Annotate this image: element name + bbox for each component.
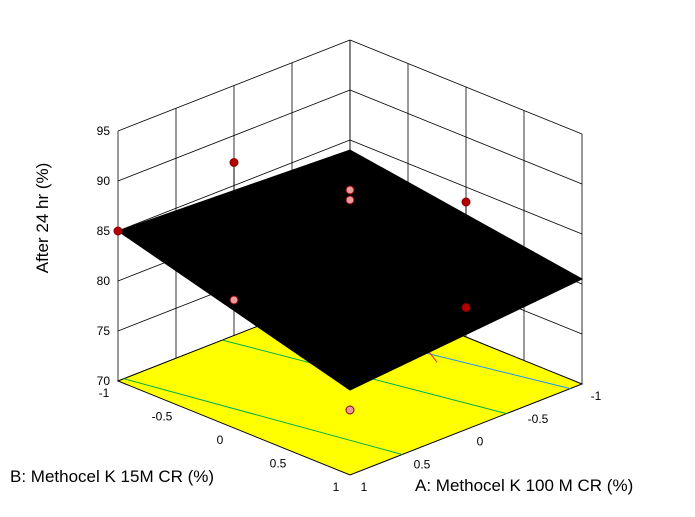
design-points: [113, 158, 471, 415]
x-tick-label: 0.5: [414, 457, 431, 471]
design-point: [461, 197, 471, 207]
z-tick-label: 70: [97, 374, 111, 388]
y-tick-label: 0.5: [270, 457, 287, 471]
y-tick-label: 0: [217, 433, 224, 447]
design-point: [229, 295, 239, 305]
z-tick-label: 80: [97, 274, 111, 288]
grid-line: [349, 89, 583, 185]
x-tick-label: 1: [361, 480, 368, 494]
z-tick-label: 95: [97, 124, 111, 138]
z-tick-label: 75: [97, 324, 111, 338]
y-tick-label: -0.5: [152, 410, 173, 424]
grid-line: [349, 139, 583, 235]
x-tick-label: -1: [591, 389, 602, 403]
x-axis-title: A: Methocel K 100 M CR (%): [415, 476, 633, 495]
tick-labels: 70 75 80 85 90 95 -1 -0.5 0 0.5 1 -1 -0.5 0 0.5 1: [97, 124, 602, 494]
z-tick-label: 90: [97, 174, 111, 188]
design-point: [345, 185, 355, 195]
design-point: [229, 158, 239, 167]
grid-line: [117, 39, 351, 132]
y-tick-label: -1: [99, 386, 110, 400]
design-point: [345, 405, 355, 415]
design-point: [345, 195, 355, 205]
design-point: [461, 303, 471, 312]
x-tick-label: -0.5: [528, 412, 549, 426]
design-point: [113, 226, 123, 236]
z-tick-label: 85: [97, 224, 111, 238]
grid-line: [349, 39, 583, 135]
z-axis-title: After 24 hr (%): [33, 163, 52, 274]
grid-line: [117, 89, 351, 182]
y-tick-label: 1: [333, 480, 340, 494]
contour-line: [123, 378, 403, 455]
y-axis-title: B: Methocel K 15M CR (%): [10, 467, 214, 486]
x-tick-label: 0: [477, 435, 484, 449]
